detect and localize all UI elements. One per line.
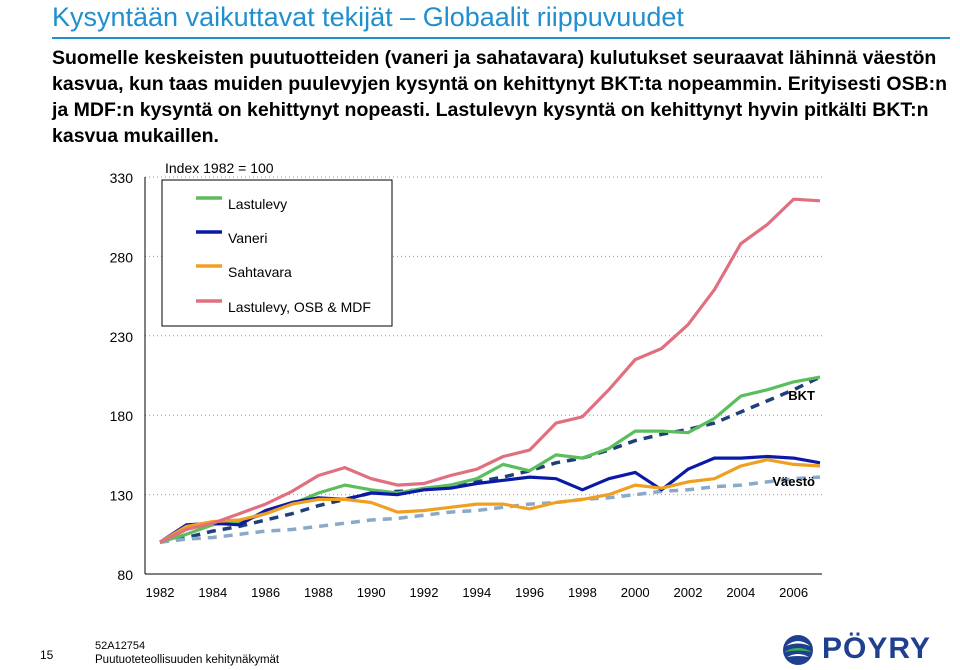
chart-axes: 80 130 180 230 280 330 1982 1984 1986 1988 1990 199… (110, 160, 822, 600)
chart-legend: Lastulevy Vaneri Sahtavara Lastulevy, OSB &… (161, 179, 393, 327)
series-line-lastulevy-osb-mdf (159, 197, 821, 544)
line-label-väestö: Väestö (772, 474, 815, 489)
y-tick-label-180: 180 (110, 408, 134, 424)
intro-paragraph: Suomelle keskeisten puutuotteiden (vaner… (52, 47, 948, 147)
y-axis-title: Index 1982 = 100 (165, 160, 274, 176)
slide-title: Kysyntään vaikuttavat tekijät – Globaali… (52, 2, 684, 32)
legend-label-3: Lastulevy, OSB & MDF (228, 299, 371, 315)
x-tick-label-1990: 1990 (357, 585, 386, 600)
x-tick-label-1986: 1986 (251, 585, 280, 600)
x-tick-label-1992: 1992 (410, 585, 439, 600)
x-tick-label-1984: 1984 (198, 585, 227, 600)
y-tick-label-80: 80 (117, 567, 133, 583)
title-divider (52, 37, 950, 39)
y-tick-label-130: 130 (110, 488, 134, 504)
legend-label-2: Sahtavara (228, 264, 292, 280)
page-number: 15 (40, 648, 54, 662)
y-tick-label-280: 280 (110, 249, 134, 265)
series-line-väestö (159, 475, 821, 544)
x-tick-label-1982: 1982 (146, 585, 175, 600)
logo-wordmark: PÖYRY (822, 632, 931, 665)
legend-label-0: Lastulevy (228, 196, 287, 212)
document-code: 52A12754 (95, 640, 146, 652)
series-line-bkt (159, 375, 821, 544)
y-tick-label-230: 230 (110, 329, 134, 345)
x-tick-label-1988: 1988 (304, 585, 333, 600)
x-tick-label-1994: 1994 (462, 585, 491, 600)
y-tick-label-330: 330 (110, 170, 134, 186)
legend-label-1: Vaneri (228, 230, 267, 246)
chart-labels: BKT Väestö (772, 388, 815, 489)
x-tick-label-2004: 2004 (726, 585, 755, 600)
x-tick-label-1998: 1998 (568, 585, 597, 600)
document-subtitle: Puutuoteteollisuuden kehitynäkymät (95, 654, 280, 666)
series-line-sahtavara (159, 458, 821, 544)
poyry-logo: PÖYRY (778, 632, 958, 668)
x-tick-label-2002: 2002 (674, 585, 703, 600)
chart-series (159, 197, 821, 544)
poyry-logo-icon (783, 635, 813, 665)
line-label-bkt: BKT (788, 388, 815, 403)
series-line-vaneri (159, 454, 821, 544)
x-tick-label-2006: 2006 (779, 585, 808, 600)
x-tick-label-2000: 2000 (621, 585, 650, 600)
x-tick-label-1996: 1996 (515, 585, 544, 600)
